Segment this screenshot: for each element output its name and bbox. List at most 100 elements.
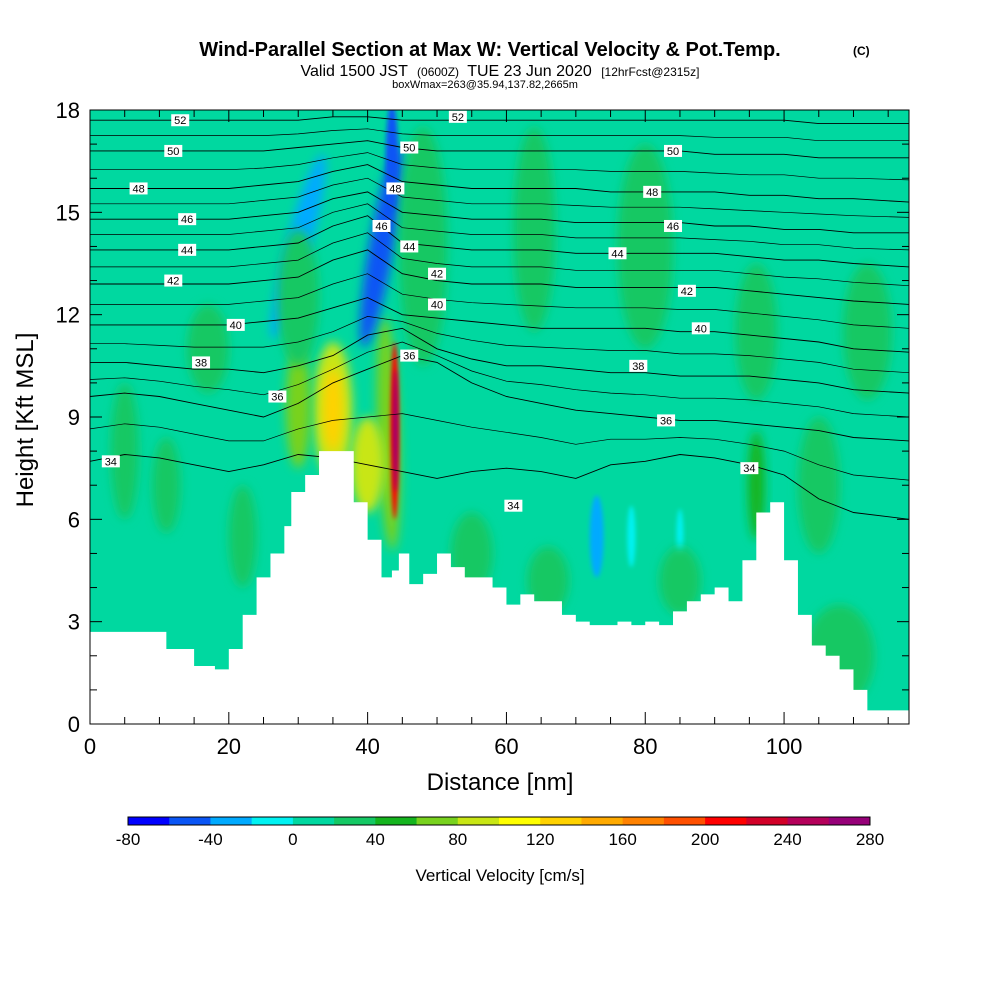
chart-title: Wind-Parallel Section at Max W: Vertical…: [199, 39, 780, 61]
theta-label-text: 52: [452, 112, 464, 124]
colorbar-swatch: [705, 817, 747, 825]
colorbar-swatch: [540, 817, 582, 825]
w-feature-25: [527, 546, 569, 615]
theta-label-40-9: 40: [428, 298, 447, 311]
w-feature-17: [735, 263, 778, 400]
colorbar-swatch: [828, 817, 871, 825]
colorbar-tick-label: 80: [448, 830, 467, 849]
theta-label-40-8: 40: [226, 318, 245, 332]
theta-contour-46: [90, 191, 909, 234]
theta-label-text: 36: [660, 415, 672, 427]
theta-contour-labels: 34 34 34 36 36 36 38 38 40 40 40 42 42 42 44 44 44 46 46 46…: [101, 110, 759, 513]
colorbar-label: Vertical Velocity [cm/s]: [415, 866, 584, 885]
w-feature-16: [617, 144, 674, 349]
colorbar-swatch: [128, 817, 170, 825]
x-tick-label: 100: [766, 734, 803, 759]
theta-label-text: 34: [507, 501, 519, 513]
x-axis-label: Distance [nm]: [427, 769, 574, 796]
colorbar-swatch: [416, 817, 459, 825]
colorbar-tick-label: -40: [198, 830, 223, 849]
theta-label-bg: [129, 182, 148, 195]
theta-label-bg: [178, 243, 197, 256]
theta-label-bg: [386, 182, 405, 195]
theta-label-36-5: 36: [657, 414, 676, 427]
theta-label-text: 34: [105, 456, 117, 468]
y-tick-label: 0: [68, 712, 80, 737]
w-feature-15: [513, 127, 556, 332]
theta-label-44-14: 44: [178, 243, 197, 257]
theta-label-text: 36: [403, 351, 415, 363]
theta-contour-36: [90, 355, 909, 442]
theta-label-42-13: 42: [677, 284, 696, 298]
colorbar-swatch: [581, 817, 624, 825]
w-feature-18: [843, 263, 892, 400]
theta-label-bg: [178, 213, 197, 226]
theta-label-46-19: 46: [664, 219, 683, 233]
y-tick-label: 18: [56, 98, 80, 123]
theta-label-text: 50: [667, 146, 679, 158]
theta-label-bg: [629, 359, 648, 372]
colorbar-tick-label: 160: [608, 830, 636, 849]
colorbar-swatch: [292, 817, 335, 825]
x-tick-label: 80: [633, 734, 657, 759]
theta-label-34-0: 34: [101, 455, 120, 468]
y-tick-label: 12: [56, 303, 80, 328]
colorbar-swatch: [499, 817, 541, 825]
title-mark: (C): [853, 44, 870, 58]
w-feature-2: [392, 369, 398, 493]
colorbar-swatch: [746, 817, 789, 825]
theta-label-34-1: 34: [504, 499, 523, 513]
theta-label-bg: [372, 219, 391, 232]
theta-label-text: 46: [667, 221, 679, 233]
theta-contour-44: [90, 215, 909, 268]
colorbar-swatch: [210, 817, 253, 825]
theta-label-44-16: 44: [608, 247, 627, 260]
theta-label-bg: [268, 390, 287, 403]
theta-contour-mid-36: [90, 341, 909, 418]
colorbar-tick-label: 0: [288, 830, 297, 849]
colorbar-swatch: [787, 817, 830, 825]
theta-contour-mid-34: [90, 413, 909, 481]
theta-label-50-25: 50: [664, 144, 683, 158]
theta-label-bg: [677, 284, 696, 297]
theta-label-36-3: 36: [268, 390, 287, 404]
terrain-mask: [90, 451, 909, 724]
theta-label-48-22: 48: [643, 185, 662, 199]
theta-contour-50: [90, 140, 909, 159]
theta-label-text: 50: [403, 143, 415, 155]
theta-contour-52: [90, 116, 909, 125]
subtitle-date: TUE 23 Jun 2020: [467, 63, 592, 80]
theta-label-42-11: 42: [164, 274, 183, 288]
theta-label-34-2: 34: [740, 462, 759, 475]
theta-label-50-23: 50: [164, 144, 183, 158]
x-tick-label: 20: [217, 734, 241, 759]
theta-contour-mid-42: [90, 232, 909, 287]
theta-label-bg: [643, 185, 662, 198]
theta-label-bg: [400, 240, 419, 253]
theta-label-bg: [428, 267, 447, 280]
colorbar-swatch: [169, 817, 211, 825]
w-feature-21: [110, 382, 139, 520]
theta-label-bg: [448, 110, 467, 123]
theta-label-bg: [740, 462, 759, 475]
colorbar-swatch: [375, 817, 418, 825]
theta-label-50-24: 50: [400, 141, 419, 155]
theta-label-text: 44: [403, 241, 415, 253]
colorbar-tick-label: 40: [366, 830, 385, 849]
theta-label-bg: [171, 114, 190, 127]
subtitle-valid: Valid 1500 JST: [301, 63, 409, 80]
theta-contour-mid-48: [90, 152, 909, 181]
theta-label-bg: [608, 247, 627, 260]
w-feature-10: [589, 495, 604, 578]
colorbar-swatch: [334, 817, 376, 825]
w-feature-22: [152, 437, 181, 533]
theta-label-text: 38: [632, 361, 644, 373]
chart-subtitle-box: boxWmax=263@35.94,137.82,2665m: [392, 79, 578, 91]
theta-label-40-10: 40: [691, 322, 710, 335]
colorbar-frame: [127, 816, 871, 826]
theta-label-bg: [400, 349, 419, 362]
colorbar-swatch: [663, 817, 706, 825]
theta-contour-mid-38: [90, 316, 909, 374]
